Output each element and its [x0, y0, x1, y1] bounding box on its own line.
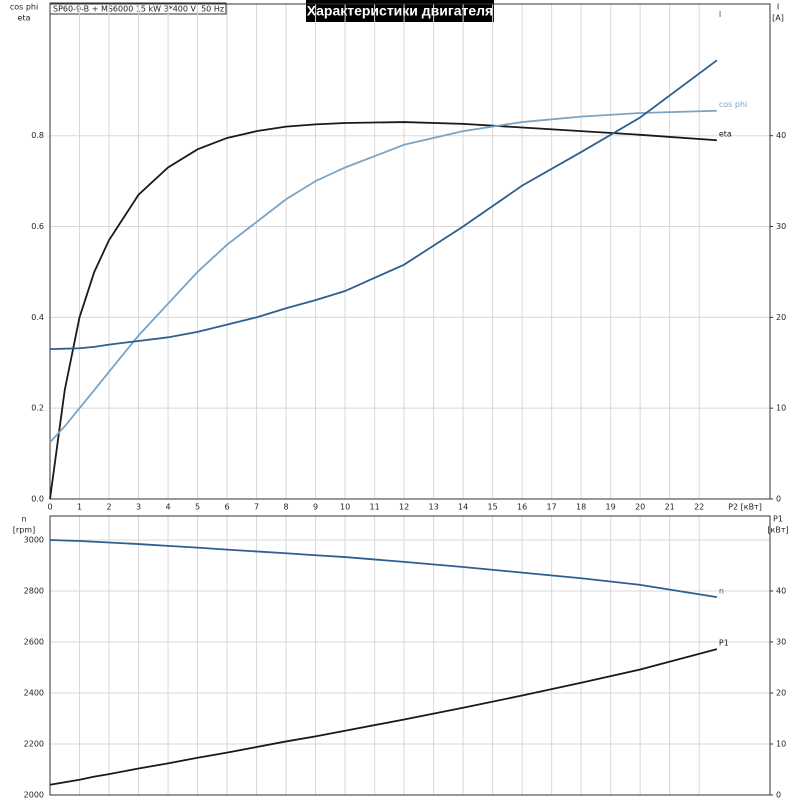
y2-tick-label: 10 [776, 404, 786, 413]
series-label: cos phi [719, 100, 747, 109]
y2-axis-label: [кВт] [767, 526, 788, 535]
y-axis-label: cos phi [10, 3, 38, 12]
chart-title: Характеристики двигателя [307, 3, 493, 19]
y2-axis-label: P1 [773, 515, 783, 524]
x-tick-label: 5 [195, 503, 200, 512]
x-tick-label: 7 [254, 503, 259, 512]
x-tick-label: 4 [165, 503, 170, 512]
y-tick-label: 0.0 [31, 495, 44, 504]
y-tick-label: 3000 [24, 535, 44, 544]
x-tick-label: 11 [369, 503, 379, 512]
x-tick-label: 10 [340, 503, 350, 512]
x-tick-label: 9 [313, 503, 318, 512]
series-label: eta [719, 130, 732, 139]
series-label: P1 [719, 639, 729, 648]
y2-tick-label: 40 [776, 586, 786, 595]
x-tick-label: 3 [136, 503, 141, 512]
series-line [49, 109, 717, 443]
series-line [49, 121, 717, 500]
y-tick-label: 2000 [24, 791, 44, 800]
y-axis-label: eta [18, 14, 31, 23]
y-tick-label: 2800 [24, 586, 44, 595]
y-tick-label: 0.8 [31, 131, 44, 140]
x-tick-label: 0 [47, 503, 52, 512]
y-axis-label: [rpm] [13, 526, 35, 535]
y2-tick-label: 0 [776, 495, 781, 504]
plot-frame [49, 3, 771, 500]
series-line [49, 59, 718, 351]
y2-tick-label: 20 [776, 313, 786, 322]
x-tick-label: 13 [429, 503, 439, 512]
x-tick-label: 15 [488, 503, 498, 512]
y-axis-label: n [21, 515, 26, 524]
y2-tick-label: 30 [776, 222, 786, 231]
x-tick-label: 19 [606, 503, 616, 512]
x-tick-label: 8 [284, 503, 289, 512]
plot-frame [49, 515, 771, 796]
x-tick-label: 12 [399, 503, 409, 512]
x-axis-label: P2 [кВт] [728, 503, 762, 512]
y-tick-label: 0.2 [31, 404, 44, 413]
y-tick-label: 2600 [24, 637, 44, 646]
x-tick-label: 18 [576, 503, 586, 512]
y-tick-label: 2400 [24, 688, 44, 697]
y-tick-label: 0.4 [31, 313, 44, 322]
y2-axis-label: I [777, 3, 779, 12]
series-label: n [719, 587, 724, 596]
y2-tick-label: 40 [776, 131, 786, 140]
series-line [49, 539, 718, 598]
y2-tick-label: 20 [776, 688, 786, 697]
y2-tick-label: 10 [776, 739, 786, 748]
y2-tick-label: 30 [776, 637, 786, 646]
y-tick-label: 0.6 [31, 222, 44, 231]
x-tick-label: 20 [635, 503, 645, 512]
y-tick-label: 2200 [24, 739, 44, 748]
x-tick-label: 14 [458, 503, 468, 512]
x-tick-label: 17 [547, 503, 557, 512]
x-tick-label: 1 [77, 503, 82, 512]
y2-tick-label: 0 [776, 791, 781, 800]
x-tick-label: 16 [517, 503, 527, 512]
y2-axis-label: [A] [772, 14, 784, 23]
x-tick-label: 22 [694, 503, 704, 512]
series-label: I [719, 10, 721, 19]
x-tick-label: 2 [106, 503, 111, 512]
x-tick-label: 21 [665, 503, 675, 512]
title-box [306, 0, 494, 22]
x-tick-label: 6 [225, 503, 230, 512]
series-line [49, 648, 718, 786]
